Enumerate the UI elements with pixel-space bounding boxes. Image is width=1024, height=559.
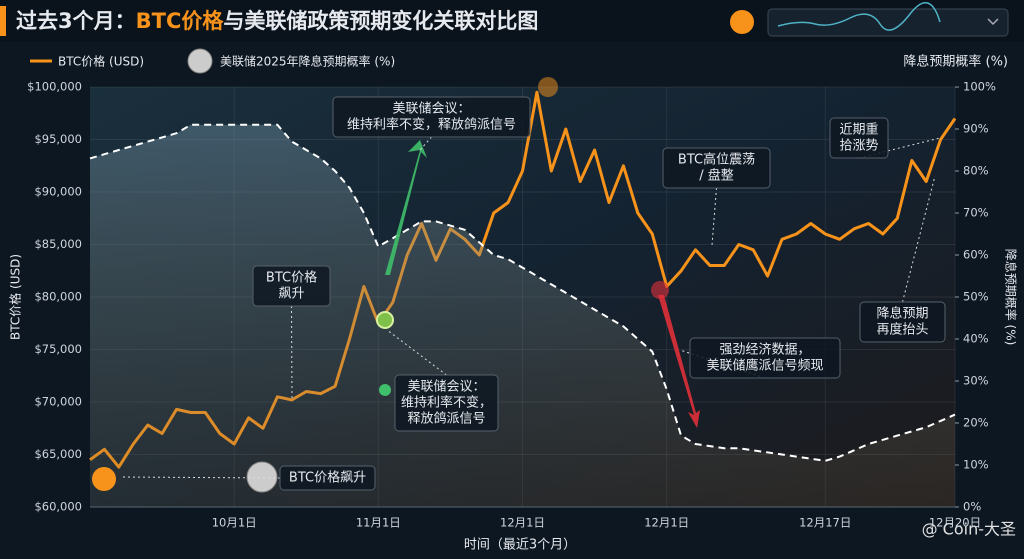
y2-tick-label: 20% <box>963 416 989 430</box>
annotation-box <box>662 147 771 189</box>
annotation-text: 飙升 <box>278 286 304 302</box>
y2-tick-label: 70% <box>963 206 989 220</box>
title-part: BTC价格 <box>136 9 225 33</box>
annotation-text: 再度抬头 <box>876 322 928 338</box>
y-axis-label: BTC价格 (USD) <box>8 254 23 340</box>
annotation-text: 美联储会议： <box>392 102 470 117</box>
btc-icon <box>92 467 116 491</box>
y2-tick-label: 90% <box>963 122 989 136</box>
fed-icon <box>246 461 278 493</box>
title-part: 与美联储政策预期变化关联对比图 <box>223 9 538 33</box>
y2-tick-label: 100% <box>963 80 996 94</box>
x-tick-label: 12月1日 <box>500 516 545 530</box>
x-tick-label: 12月1日 <box>644 516 689 530</box>
annotation-text: 维持利率不变，释放鸽派信号 <box>347 117 516 133</box>
x-axis-label: 时间（最近3个月） <box>464 538 576 553</box>
legend-label: BTC价格 (USD) <box>58 54 144 69</box>
annotation-text: 降息预期 <box>876 306 928 322</box>
annotation-text: BTC价格 <box>266 270 317 286</box>
annotation-text: 美联储会议： <box>407 380 485 395</box>
annotation-box <box>252 265 331 307</box>
x-tick-label: 11月1日 <box>356 516 401 530</box>
fed-icon <box>187 48 213 74</box>
y-tick-label: $80,000 <box>34 290 82 304</box>
annotation-text: 强劲经济数据， <box>719 343 810 358</box>
y2-tick-label: 40% <box>963 332 989 346</box>
annotation-text: 释放鸽派信号 <box>407 411 485 427</box>
annotation-box <box>279 465 376 491</box>
y-tick-label: $60,000 <box>34 500 82 514</box>
annotation-connector <box>902 175 936 303</box>
y-tick-label: $85,000 <box>34 237 82 251</box>
y2-tick-label: 80% <box>963 164 989 178</box>
annotation-text: 拾涨势 <box>839 138 878 154</box>
marker <box>379 384 391 396</box>
x-tick-label: 10月1日 <box>212 516 257 530</box>
y2-title: 降息预期概率 (%) <box>903 54 1008 70</box>
annotation-text: / 盘整 <box>699 168 734 184</box>
legend-label: 美联储2025年降息预期概率 (%) <box>220 54 395 69</box>
y2-tick-label: 10% <box>963 458 989 472</box>
annotation-text: 近期重 <box>839 122 878 138</box>
watermark: @ Coin-大圣 <box>922 520 1016 539</box>
annotation-box <box>859 301 946 343</box>
annotation-connector <box>119 476 281 479</box>
y2-tick-label: 60% <box>963 248 989 262</box>
green-arrow <box>385 140 427 275</box>
sparkline-icon <box>777 2 941 31</box>
annotation-connector <box>858 137 941 159</box>
annotation-text: BTC价格飙升 <box>289 470 366 486</box>
marker <box>651 281 669 299</box>
red-arrow <box>658 295 700 428</box>
y-tick-label: $75,000 <box>34 342 82 356</box>
title-part: 过去3个月： <box>16 9 136 33</box>
y-tick-label: $90,000 <box>34 185 82 199</box>
annotation-text: 美联储鹰派信号频现 <box>706 358 823 374</box>
annotation-box <box>394 374 499 432</box>
y-tick-label: $95,000 <box>34 132 82 146</box>
series-area <box>90 124 955 508</box>
series-line <box>89 123 956 462</box>
marker <box>376 311 394 329</box>
x-tick-label: 12月17日 <box>799 516 851 530</box>
btc-icon <box>730 10 754 34</box>
y-tick-label: $70,000 <box>34 395 82 409</box>
annotation-box <box>689 337 841 379</box>
dropdown[interactable] <box>767 8 1009 37</box>
y2-axis-label: 降息预期概率 (%) <box>1004 249 1019 346</box>
y2-tick-label: 0% <box>963 500 981 514</box>
y2-tick-label: 30% <box>963 374 989 388</box>
x-tick-label: 12月20日 <box>929 516 981 530</box>
annotation-text: BTC高位震荡 <box>678 152 755 168</box>
y-tick-label: $100,000 <box>27 80 82 94</box>
title-accent <box>0 6 6 36</box>
y2-tick-label: 50% <box>963 290 989 304</box>
annotation-box <box>332 96 531 138</box>
annotation-box <box>829 117 889 159</box>
dropdown-arrow <box>987 18 999 26</box>
marker <box>538 77 558 97</box>
annotation-connector <box>291 305 293 401</box>
y-tick-label: $65,000 <box>34 447 82 461</box>
chart-title: 过去3个月：BTC价格与美联储政策预期变化关联对比图 <box>16 9 538 33</box>
annotation-text: 维持利率不变， <box>401 395 492 411</box>
